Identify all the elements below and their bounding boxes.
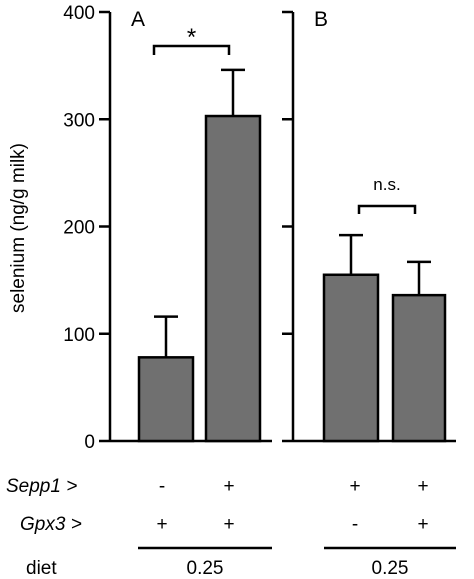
sepp1-value-panel-b-2: + bbox=[417, 476, 428, 497]
bar-panel-a-1 bbox=[137, 356, 195, 443]
sepp1-value-panel-b-1: + bbox=[349, 476, 360, 497]
panel-label-a: A bbox=[131, 8, 145, 31]
y-tick-label-0: 0 bbox=[84, 432, 95, 453]
gpx3-value-panel-b-1: - bbox=[352, 514, 358, 535]
gpx3-value-panel-a-1: + bbox=[156, 514, 167, 535]
bar-panel-b-1 bbox=[322, 273, 380, 443]
significance-bracket-panel-b bbox=[357, 204, 417, 214]
gpx3-value-panel-a-2: + bbox=[223, 514, 234, 535]
bar-panel-a-2 bbox=[204, 114, 262, 443]
y-tick-label-100: 100 bbox=[63, 325, 95, 346]
gpx3-row-label: Gpx3 > bbox=[20, 514, 82, 535]
diet-value-panel-a: 0.25 bbox=[187, 558, 224, 579]
bars bbox=[137, 68, 447, 443]
sepp1-row-label: Sepp1 > bbox=[6, 476, 77, 497]
significance-annotations: * n.s. bbox=[152, 24, 417, 214]
significance-label-panel-a: * bbox=[187, 24, 196, 51]
panel-a-y-axis: 0 100 200 300 400 bbox=[63, 3, 272, 453]
sepp1-value-panel-a-2: + bbox=[223, 476, 234, 497]
y-axis-label: selenium (ng/g milk) bbox=[8, 143, 29, 313]
significance-bracket-panel-a bbox=[152, 44, 231, 55]
y-tick-label-200: 200 bbox=[63, 218, 95, 239]
bar-panel-b-2 bbox=[391, 293, 447, 443]
genotype-table: - + + +0.25 + + - +0.25 bbox=[138, 476, 456, 579]
y-tick-label-400: 400 bbox=[63, 3, 95, 24]
sepp1-value-panel-a-1: - bbox=[159, 476, 165, 497]
panel-label-b: B bbox=[314, 8, 328, 31]
y-tick-label-300: 300 bbox=[63, 110, 95, 131]
diet-row-label: diet bbox=[26, 558, 57, 579]
significance-label-panel-b: n.s. bbox=[373, 175, 400, 194]
diet-value-panel-b: 0.25 bbox=[372, 558, 409, 579]
gpx3-value-panel-b-2: + bbox=[417, 514, 428, 535]
